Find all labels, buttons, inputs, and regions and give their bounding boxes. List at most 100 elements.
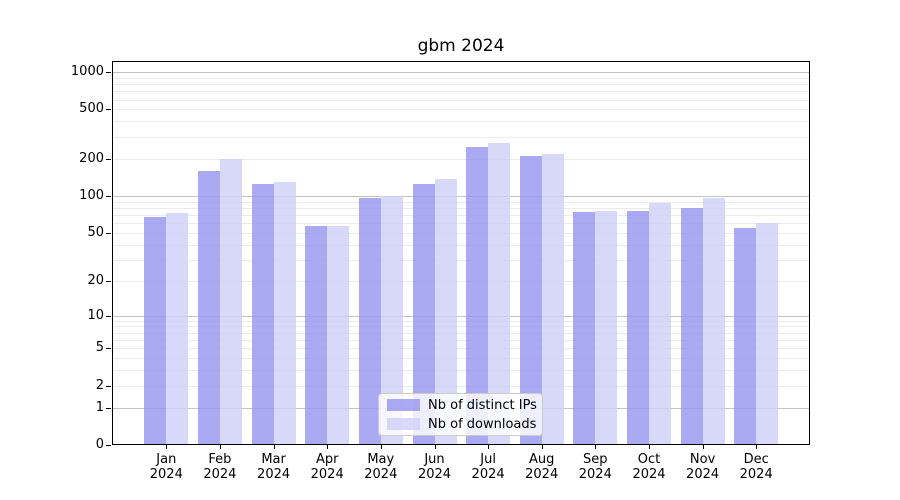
bar-downloads-apr <box>327 225 350 445</box>
bar-distinct-ips-jun <box>412 183 435 445</box>
bar-downloads-dec <box>756 223 779 445</box>
bar-distinct-ips-dec <box>734 227 757 445</box>
bar-distinct-ips-mar <box>251 183 274 445</box>
bar-distinct-ips-jul <box>466 147 489 445</box>
gridline-y-60 <box>112 223 810 225</box>
y-tick-0 <box>106 445 111 446</box>
legend: Nb of distinct IPs Nb of downloads <box>378 393 543 436</box>
gridline-y-900 <box>112 77 810 79</box>
x-tick-apr <box>327 445 329 449</box>
gridline-y-1000 <box>112 72 810 73</box>
grid-layer <box>112 61 810 445</box>
x-tick-jul <box>488 445 490 449</box>
x-tick-label-jul: Jul 2024 <box>471 452 505 482</box>
legend-label-distinct-ips: Nb of distinct IPs <box>428 397 537 413</box>
y-tick-label-20: 20 <box>87 272 104 288</box>
y-tick-500 <box>106 109 111 111</box>
gridline-y-800 <box>112 84 810 85</box>
y-tick-200 <box>106 158 111 160</box>
y-tick-5 <box>106 348 111 350</box>
x-tick-label-dec: Dec 2024 <box>739 452 773 482</box>
chart-title: gbm 2024 <box>417 36 505 56</box>
x-tick-jan <box>166 445 168 449</box>
legend-swatch-downloads <box>387 418 420 430</box>
x-tick-oct <box>649 445 650 449</box>
gridline-y-20 <box>112 280 810 282</box>
legend-entry-distinct-ips: Nb of distinct IPs <box>387 397 537 413</box>
y-tick-10 <box>106 315 111 317</box>
gridline-y-7 <box>112 332 810 334</box>
x-tick-label-apr: Apr 2024 <box>310 452 344 482</box>
bar-distinct-ips-jan <box>144 217 167 445</box>
gridline-y-600 <box>112 99 810 101</box>
legend-entry-downloads: Nb of downloads <box>387 417 536 432</box>
x-tick-label-jan: Jan 2024 <box>149 452 183 482</box>
bar-distinct-ips-nov <box>680 208 703 445</box>
x-tick-jun <box>434 445 436 449</box>
x-tick-label-oct: Oct 2024 <box>632 452 666 482</box>
bar-distinct-ips-sep <box>573 211 596 445</box>
bar-downloads-feb <box>219 158 242 445</box>
y-tick-20 <box>106 280 111 282</box>
y-tick-1000 <box>106 72 111 73</box>
gridline-y-8 <box>112 326 810 328</box>
y-tick-label-10: 10 <box>87 307 104 323</box>
y-tick-50 <box>106 232 111 234</box>
gridline-y-40 <box>112 244 810 246</box>
gridline-y-50 <box>112 232 810 234</box>
gridline-y-80 <box>112 207 810 209</box>
y-tick-label-500: 500 <box>79 101 104 117</box>
gridline-y-2 <box>112 385 810 387</box>
x-tick-mar <box>273 445 275 449</box>
gridline-y-90 <box>112 201 810 203</box>
bar-downloads-nov <box>702 197 725 445</box>
bar-downloads-jul <box>488 143 511 445</box>
gridline-y-700 <box>112 91 810 93</box>
gridline-y-400 <box>112 121 810 123</box>
x-tick-sep <box>595 445 597 449</box>
gridline-y-6 <box>112 339 810 341</box>
y-tick-label-50: 50 <box>87 224 104 240</box>
bar-downloads-oct <box>649 202 671 445</box>
gridline-y-3 <box>112 370 810 372</box>
y-tick-100 <box>106 195 111 197</box>
bar-distinct-ips-feb <box>197 171 220 445</box>
x-tick-label-feb: Feb 2024 <box>203 452 237 482</box>
x-tick-label-sep: Sep 2024 <box>578 452 612 482</box>
bar-downloads-mar <box>273 182 296 445</box>
bar-downloads-sep <box>595 211 618 445</box>
x-tick-dec <box>756 445 758 449</box>
gridline-y-100 <box>112 195 810 197</box>
bar-downloads-jan <box>166 212 189 445</box>
x-tick-label-nov: Nov 2024 <box>686 452 720 482</box>
bar-distinct-ips-aug <box>519 155 542 445</box>
y-tick-label-2: 2 <box>95 377 104 393</box>
gridline-y-10 <box>112 315 810 317</box>
x-tick-label-aug: Aug 2024 <box>525 452 559 482</box>
bar-layer <box>112 61 810 445</box>
y-tick-label-100: 100 <box>79 187 104 203</box>
x-tick-aug <box>541 445 543 449</box>
bar-downloads-jun <box>434 178 457 445</box>
gridline-y-70 <box>112 214 810 216</box>
gridline-y-4 <box>112 358 810 360</box>
gridline-y-30 <box>112 259 810 261</box>
y-tick-1 <box>106 407 111 409</box>
x-tick-label-may: May 2024 <box>364 452 398 482</box>
legend-label-downloads: Nb of downloads <box>428 416 537 432</box>
bar-distinct-ips-may <box>358 198 381 445</box>
y-tick-label-1000: 1000 <box>70 64 104 79</box>
bar-downloads-may <box>380 195 403 445</box>
x-tick-label-jun: Jun 2024 <box>417 452 452 482</box>
gridline-y-500 <box>112 109 810 111</box>
y-tick-label-5: 5 <box>95 340 104 356</box>
gridline-y-9 <box>112 320 810 322</box>
x-tick-may <box>380 445 382 449</box>
y-tick-label-200: 200 <box>79 150 104 166</box>
gridline-y-200 <box>112 158 810 160</box>
x-tick-nov <box>702 445 704 449</box>
x-tick-label-mar: Mar 2024 <box>257 452 291 482</box>
y-tick-label-1: 1 <box>95 399 104 415</box>
gridline-y-5 <box>112 348 810 350</box>
